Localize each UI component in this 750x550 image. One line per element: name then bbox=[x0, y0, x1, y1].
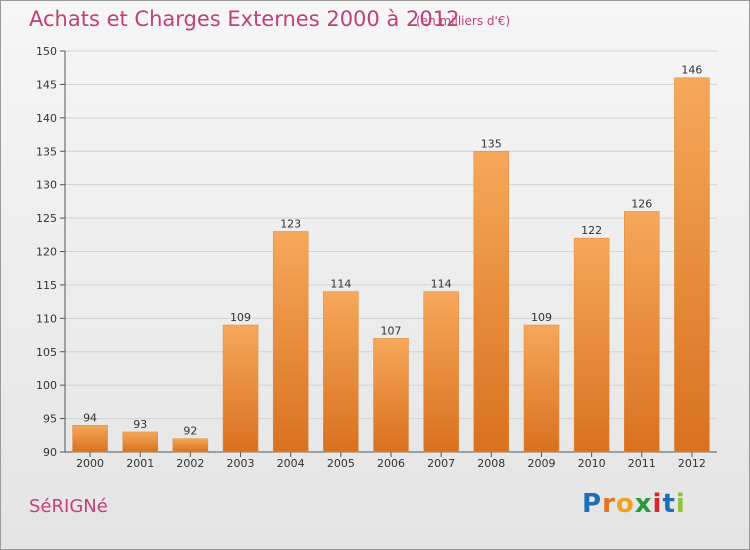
bar-2007 bbox=[423, 291, 459, 453]
y-tick-label: 110 bbox=[36, 312, 57, 325]
bar-2010 bbox=[573, 237, 610, 453]
bar-2002 bbox=[172, 438, 209, 453]
x-tick-label-2010: 2010 bbox=[578, 457, 606, 470]
y-tick-label: 120 bbox=[36, 246, 57, 259]
y-tick-label: 135 bbox=[36, 145, 57, 158]
bars bbox=[72, 77, 710, 453]
labels: 90 95 100 105 110 115 120 125 130 135 140 145 150 94 2… bbox=[36, 45, 706, 470]
x-tick-label-2006: 2006 bbox=[377, 457, 405, 470]
y-tick-label: 90 bbox=[43, 446, 57, 459]
value-label-2006: 107 bbox=[381, 324, 402, 337]
bar-2012 bbox=[674, 77, 710, 453]
chart-subtitle: (en milliers d'€) bbox=[416, 14, 511, 28]
y-tick-label: 130 bbox=[36, 179, 57, 192]
value-label-2008: 135 bbox=[481, 137, 502, 150]
value-label-2009: 109 bbox=[531, 311, 552, 324]
brand-letter: P bbox=[582, 489, 603, 519]
y-tick-label: 140 bbox=[36, 112, 57, 125]
y-tick-label: 105 bbox=[36, 346, 57, 359]
y-tick-label: 125 bbox=[36, 212, 57, 225]
value-label-2001: 93 bbox=[133, 418, 147, 431]
x-tick-label-2000: 2000 bbox=[76, 457, 104, 470]
y-tick-label: 95 bbox=[43, 413, 57, 426]
x-tick-label-2008: 2008 bbox=[477, 457, 505, 470]
value-label-2003: 109 bbox=[230, 311, 251, 324]
bar-2004 bbox=[272, 231, 309, 453]
value-label-2004: 123 bbox=[280, 217, 301, 230]
brand-letter: i bbox=[652, 489, 663, 519]
bar-2005 bbox=[323, 291, 359, 453]
x-tick-label-2007: 2007 bbox=[427, 457, 455, 470]
bar-2000 bbox=[72, 425, 108, 453]
y-tick-label: 145 bbox=[36, 78, 57, 91]
y-tick-label: 100 bbox=[36, 379, 57, 392]
bar-2006 bbox=[373, 338, 409, 453]
value-label-2010: 122 bbox=[581, 224, 602, 237]
x-tick-label-2001: 2001 bbox=[126, 457, 154, 470]
value-label-2005: 114 bbox=[330, 278, 351, 291]
x-tick-label-2012: 2012 bbox=[678, 457, 706, 470]
commune-name: SéRIGNé bbox=[29, 496, 108, 517]
y-tick-label: 115 bbox=[36, 279, 57, 292]
value-label-2012: 146 bbox=[681, 64, 702, 77]
proxiti-logo[interactable]: Proxiti bbox=[582, 489, 686, 519]
x-tick-label-2009: 2009 bbox=[527, 457, 555, 470]
bar-2011 bbox=[624, 211, 660, 453]
x-tick-label-2004: 2004 bbox=[277, 457, 305, 470]
value-label-2007: 114 bbox=[431, 278, 452, 291]
brand-letter: i bbox=[675, 489, 686, 519]
bar-2008 bbox=[473, 151, 510, 453]
value-label-2011: 126 bbox=[631, 197, 652, 210]
x-tick-label-2005: 2005 bbox=[327, 457, 355, 470]
bar-2003 bbox=[222, 324, 259, 453]
brand-letter: t bbox=[662, 489, 676, 519]
brand-letter: o bbox=[615, 489, 635, 519]
x-tick-label-2011: 2011 bbox=[628, 457, 656, 470]
value-label-2002: 92 bbox=[183, 425, 197, 438]
brand-letter: x bbox=[634, 489, 653, 519]
bar-2001 bbox=[122, 431, 158, 453]
brand-letter: r bbox=[602, 489, 616, 519]
bar-2009 bbox=[523, 324, 560, 453]
y-tick-label: 150 bbox=[36, 45, 57, 58]
x-tick-label-2002: 2002 bbox=[176, 457, 204, 470]
value-label-2000: 94 bbox=[83, 411, 97, 424]
chart-title: Achats et Charges Externes 2000 à 2012 bbox=[29, 7, 460, 31]
x-tick-label-2003: 2003 bbox=[227, 457, 255, 470]
